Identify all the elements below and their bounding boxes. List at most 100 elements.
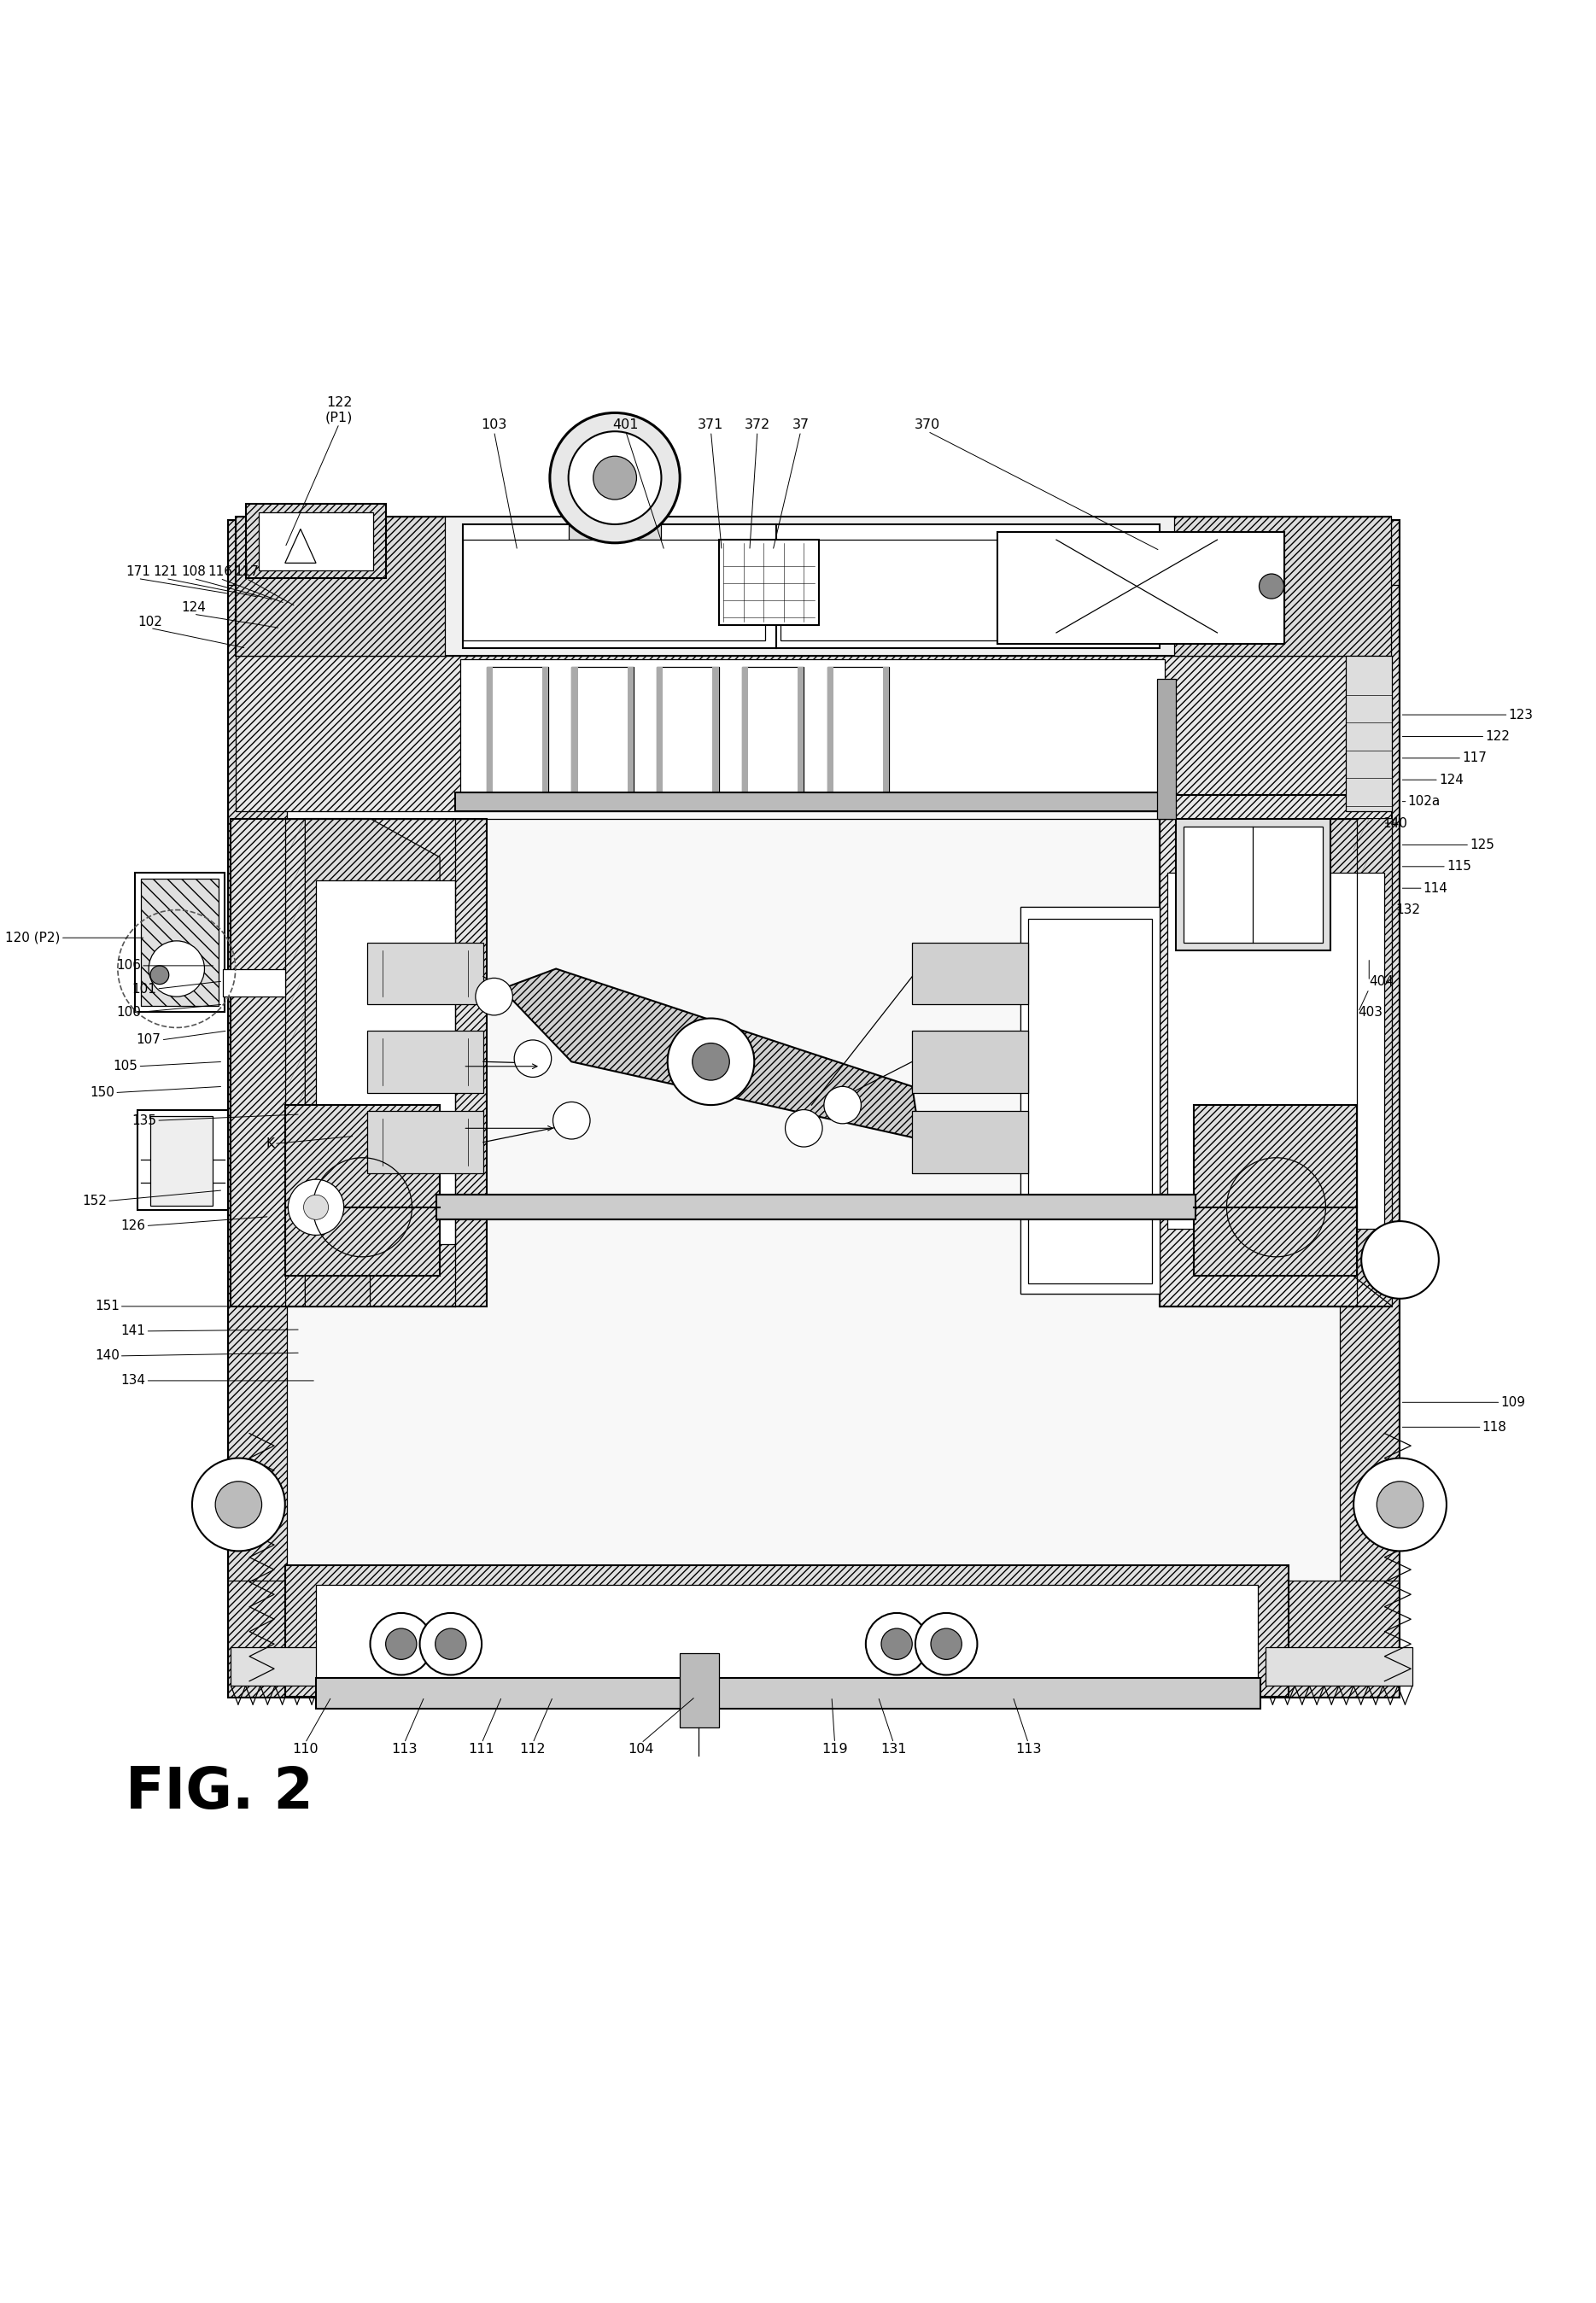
Bar (913, 1032, 1028, 1092)
Text: 124: 124 (182, 601, 206, 615)
Bar (286, 1105, 440, 1276)
Bar (437, 1195, 1195, 1221)
Bar (316, 1584, 1258, 1688)
Text: 140: 140 (1384, 818, 1408, 829)
Bar (231, 818, 487, 1306)
Text: 124: 124 (1438, 774, 1464, 785)
Text: 151: 151 (94, 1299, 120, 1313)
Bar (1194, 1105, 1357, 1276)
Text: 171: 171 (126, 567, 150, 578)
Bar (656, 668, 662, 799)
Bar (1160, 795, 1392, 1306)
Bar (367, 1112, 484, 1172)
Text: 121: 121 (153, 567, 179, 578)
Bar (463, 539, 764, 640)
Circle shape (785, 1110, 822, 1147)
Text: 119: 119 (822, 1743, 847, 1755)
Circle shape (1353, 1458, 1446, 1550)
Bar (780, 539, 1060, 640)
Text: 116: 116 (207, 567, 233, 578)
Bar (1183, 827, 1323, 942)
Bar (571, 668, 634, 799)
Bar (627, 668, 634, 799)
Circle shape (916, 1612, 977, 1674)
Text: 117: 117 (235, 567, 259, 578)
Circle shape (215, 1481, 262, 1527)
Bar (259, 511, 373, 571)
Bar (712, 668, 718, 799)
Text: 140: 140 (94, 1350, 120, 1363)
Bar (543, 668, 549, 799)
Text: 114: 114 (1424, 882, 1448, 894)
Text: 122: 122 (1486, 730, 1510, 744)
Bar (140, 880, 219, 1006)
Text: 126: 126 (121, 1218, 145, 1232)
Circle shape (568, 431, 661, 525)
Bar (1175, 516, 1390, 656)
Bar (228, 520, 287, 1697)
Text: 102: 102 (137, 615, 163, 629)
Circle shape (420, 1612, 482, 1674)
Bar (680, 1654, 718, 1727)
Text: 150: 150 (89, 1087, 115, 1099)
Circle shape (476, 979, 512, 1016)
Text: 123: 123 (1508, 709, 1534, 721)
Circle shape (552, 1101, 591, 1140)
Circle shape (192, 1458, 286, 1550)
Bar (1028, 919, 1152, 1283)
Text: 112: 112 (520, 1743, 546, 1755)
Text: 135: 135 (132, 1115, 156, 1126)
Bar (742, 668, 804, 799)
Bar (134, 873, 225, 1011)
Bar (367, 1032, 484, 1092)
Circle shape (150, 965, 169, 983)
Bar (718, 539, 819, 624)
Bar (827, 668, 889, 799)
Circle shape (436, 1628, 466, 1660)
Polygon shape (1194, 818, 1392, 1306)
Bar (228, 1580, 1398, 1697)
Text: 107: 107 (137, 1034, 161, 1046)
Text: 113: 113 (1015, 1743, 1042, 1755)
Bar (236, 656, 1390, 811)
Text: 118: 118 (1483, 1421, 1507, 1432)
Bar (798, 668, 804, 799)
Text: 152: 152 (83, 1195, 107, 1207)
Text: 370: 370 (915, 419, 940, 431)
Bar (1345, 656, 1392, 811)
Text: 103: 103 (480, 419, 508, 431)
Bar (137, 1110, 228, 1211)
Bar (463, 525, 1160, 647)
Bar (460, 659, 1165, 808)
Bar (487, 668, 549, 799)
Bar (656, 668, 718, 799)
Bar (1157, 679, 1176, 818)
Bar (827, 668, 833, 799)
Circle shape (514, 1041, 551, 1078)
Circle shape (1259, 573, 1283, 599)
Text: 132: 132 (1395, 903, 1420, 917)
Text: 122
(P1): 122 (P1) (326, 396, 353, 424)
Text: 104: 104 (629, 1743, 654, 1755)
Polygon shape (501, 970, 919, 1140)
Bar (231, 1647, 378, 1686)
Circle shape (289, 1179, 343, 1234)
Bar (1266, 1647, 1412, 1686)
Text: 120 (P2): 120 (P2) (5, 930, 61, 944)
Circle shape (667, 1018, 755, 1105)
Bar (455, 792, 1168, 811)
Text: 108: 108 (182, 567, 206, 578)
Text: 117: 117 (1462, 751, 1486, 765)
Bar (316, 1679, 1261, 1709)
Bar (568, 507, 661, 539)
Bar (883, 668, 889, 799)
Circle shape (865, 1612, 927, 1674)
Bar (742, 668, 749, 799)
Bar (316, 880, 455, 1244)
Circle shape (148, 942, 204, 997)
Text: 109: 109 (1500, 1396, 1526, 1409)
Text: 403: 403 (1358, 1006, 1384, 1018)
Text: 115: 115 (1446, 859, 1472, 873)
Circle shape (551, 412, 680, 544)
Text: 113: 113 (391, 1743, 417, 1755)
